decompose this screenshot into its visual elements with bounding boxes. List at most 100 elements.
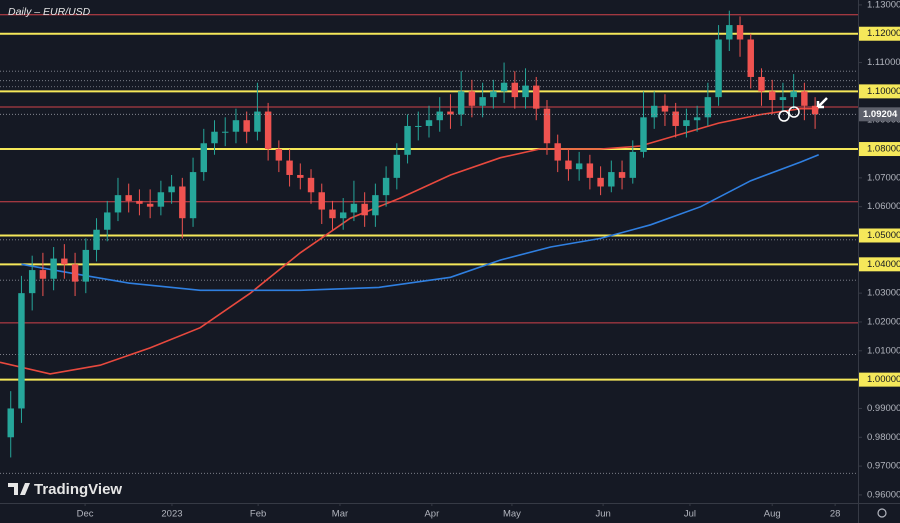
x-tick-label: May (503, 509, 521, 520)
y-tick-label: 1.02000 (867, 316, 900, 327)
candle-body (715, 39, 722, 98)
candle-body (736, 25, 744, 40)
candle-body (50, 258, 57, 279)
logo-text: TradingView (34, 481, 122, 498)
x-tick-label: Apr (424, 509, 439, 520)
candle-body (382, 177, 390, 196)
settings-icon[interactable] (877, 508, 887, 518)
candle-body (125, 195, 132, 201)
candle-body (651, 105, 658, 118)
level-label-bg (859, 84, 900, 99)
candle-body (28, 270, 36, 294)
candle-body (661, 105, 669, 112)
candle-body (318, 192, 325, 210)
candle-body (286, 160, 293, 175)
candle-body (114, 195, 122, 213)
x-tick-label: Jul (684, 509, 696, 520)
candle-body (393, 154, 401, 178)
candle-body (554, 143, 561, 161)
candle-body (457, 91, 465, 115)
candle-body (39, 270, 47, 279)
candle-body (71, 264, 79, 282)
candle-body (747, 39, 754, 77)
candle-body (18, 293, 25, 409)
x-tick-label: 2023 (161, 509, 182, 520)
moving-average (0, 107, 819, 375)
x-tick-label: Dec (77, 509, 94, 520)
candle-body (372, 195, 379, 216)
last-price-label: 1.09204 (863, 109, 898, 120)
level-label-bg (859, 228, 900, 243)
y-tick-label: 0.97000 (867, 461, 900, 472)
candle-body (511, 82, 519, 98)
level-label-bg (859, 372, 900, 387)
y-tick-label: 1.10000 (867, 86, 900, 97)
y-tick-label: 1.00000 (867, 374, 900, 385)
annotations (778, 97, 828, 122)
candle-body (500, 82, 508, 92)
candle-body (693, 117, 701, 121)
chart-title: Daily – EUR/USD (8, 6, 91, 18)
candle-body (168, 186, 175, 193)
candle-body (297, 174, 304, 178)
candle-body (179, 186, 186, 219)
candle-body (672, 111, 679, 126)
level-label-bg (859, 257, 900, 272)
x-tick-label: 28 (830, 509, 841, 520)
y-tick-label: 1.05000 (867, 230, 900, 241)
candle-body (82, 249, 90, 282)
plot-area (0, 10, 858, 474)
candle-body (522, 85, 529, 98)
moving-average (21, 154, 819, 292)
candle-body (543, 108, 551, 144)
x-tick-label: Feb (250, 509, 266, 520)
candle-body (104, 212, 111, 230)
candle-body (7, 408, 14, 438)
x-tick-label: Aug (764, 509, 781, 520)
candle-body (565, 160, 572, 170)
candle-body (425, 120, 433, 126)
candle-body (157, 192, 165, 207)
marker-circle (788, 106, 800, 118)
arrow (816, 97, 828, 109)
candle-body (640, 117, 647, 152)
y-tick-label: 0.96000 (867, 489, 900, 500)
axes: 1.130001.120001.110001.100001.090001.080… (77, 0, 900, 520)
candle-body (136, 200, 143, 204)
candle-body (758, 76, 765, 92)
candle-body (339, 212, 347, 219)
candle-body (211, 131, 218, 144)
marker-circle (778, 110, 790, 122)
level-label-bg (859, 142, 900, 157)
y-tick-label: 1.04000 (867, 259, 900, 270)
candle-body (361, 203, 368, 216)
candle-body (275, 149, 283, 161)
y-tick-label: 1.07000 (867, 172, 900, 183)
x-tick-label: Mar (332, 509, 348, 520)
candle-body (222, 131, 229, 133)
candle-body (436, 111, 443, 121)
y-tick-label: 1.01000 (867, 345, 900, 356)
y-tick-label: 0.98000 (867, 432, 900, 443)
candle-body (264, 111, 272, 150)
candle-body (468, 91, 476, 106)
last-price-bg (859, 107, 900, 122)
candle-body (790, 91, 797, 98)
candle-body (189, 172, 197, 219)
candle-body (447, 111, 454, 115)
candle-body (350, 203, 358, 213)
candle-body (597, 177, 604, 187)
candle-body (479, 97, 486, 106)
candle-body (232, 120, 240, 132)
candle-body (200, 143, 207, 173)
y-tick-label: 0.99000 (867, 403, 900, 414)
candle-body (768, 91, 776, 101)
y-tick-label: 1.06000 (867, 201, 900, 212)
candle-body (146, 203, 154, 207)
candle-body (329, 209, 336, 219)
y-tick-label: 1.11000 (867, 57, 900, 68)
y-tick-label: 1.03000 (867, 288, 900, 299)
candle-body (726, 25, 733, 40)
